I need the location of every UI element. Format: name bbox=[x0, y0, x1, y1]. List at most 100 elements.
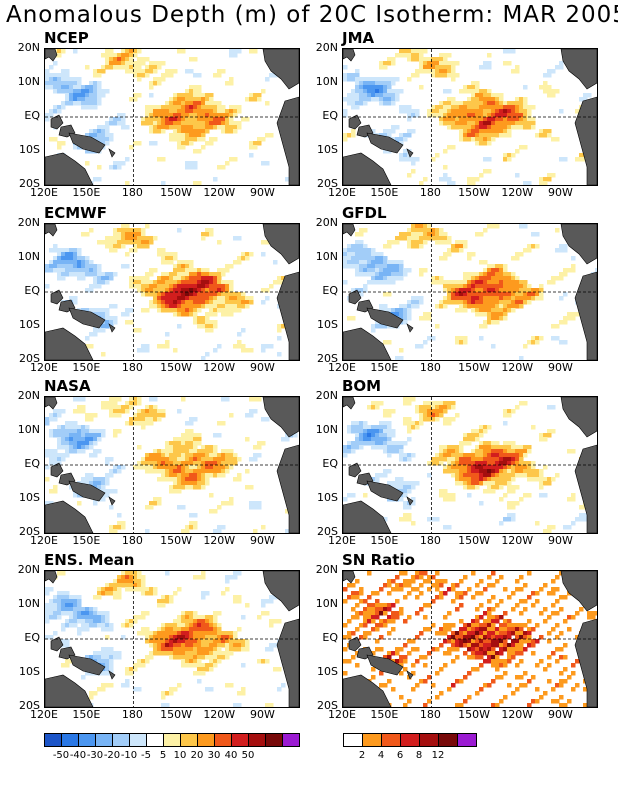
land-mass bbox=[262, 49, 299, 90]
land-mass bbox=[276, 618, 299, 707]
map-plot bbox=[342, 48, 598, 186]
x-tick-label: 120W bbox=[501, 534, 534, 547]
land-mass bbox=[348, 636, 362, 652]
land-mass bbox=[560, 224, 597, 265]
land-mass bbox=[343, 49, 356, 62]
colorbar-swatch bbox=[164, 734, 181, 746]
x-tick-label: 150W bbox=[160, 534, 193, 547]
x-tick-label: 120W bbox=[501, 186, 534, 199]
x-tick-label: 150W bbox=[160, 361, 193, 374]
colorbar-swatch bbox=[420, 734, 439, 746]
x-tick-label: 180 bbox=[121, 186, 143, 199]
y-tick-label: 10N bbox=[17, 597, 40, 610]
x-tick-label: 150E bbox=[370, 708, 399, 721]
y-tick-label: 20N bbox=[17, 41, 40, 54]
y-tick-label: 20S bbox=[19, 699, 40, 712]
x-tick-label: 90W bbox=[250, 361, 275, 374]
map-plot bbox=[44, 396, 300, 534]
colorbar-label: -20 bbox=[103, 750, 121, 761]
land-mass bbox=[560, 571, 597, 612]
land-mass bbox=[262, 224, 299, 265]
map-panel: NASA 20N 10N EQ 10S 20S 120E 150E 180 150W 120W 90W bbox=[0, 377, 300, 558]
y-tick-label: 10S bbox=[19, 491, 40, 504]
x-tick-label: 90W bbox=[548, 534, 573, 547]
x-tick-label: 90W bbox=[250, 186, 275, 199]
x-tick-label: 90W bbox=[548, 361, 573, 374]
map-panel: ENS. Mean 20N 10N EQ 10S 20S 120E 150E 180 150W 12… bbox=[0, 551, 300, 732]
y-tick-label: EQ bbox=[24, 457, 40, 470]
map-plot bbox=[342, 223, 598, 361]
panel-title: JMA bbox=[342, 29, 375, 47]
land-mass bbox=[50, 636, 64, 652]
x-tick-label: 180 bbox=[121, 708, 143, 721]
colorbar-label: 40 bbox=[224, 750, 238, 761]
contour-field bbox=[45, 49, 299, 185]
panel-title: SN Ratio bbox=[342, 551, 415, 569]
colorbar-label: 5 bbox=[159, 750, 167, 761]
x-tick-label: 180 bbox=[419, 534, 441, 547]
contour-field bbox=[45, 571, 299, 707]
colorbar-swatch bbox=[458, 734, 476, 746]
land-mass bbox=[45, 397, 58, 410]
panel-title: NASA bbox=[44, 377, 91, 395]
colorbar-swatch bbox=[130, 734, 147, 746]
land-mass bbox=[276, 444, 299, 533]
y-tick-label: 10S bbox=[317, 491, 338, 504]
x-tick-label: 90W bbox=[250, 708, 275, 721]
x-tick-label: 120W bbox=[203, 534, 236, 547]
land-mass bbox=[348, 462, 362, 478]
y-tick-label: 20N bbox=[17, 563, 40, 576]
y-tick-label: EQ bbox=[24, 631, 40, 644]
land-mass bbox=[406, 670, 414, 680]
y-tick-label: 10S bbox=[19, 318, 40, 331]
y-tick-label: 20N bbox=[315, 216, 338, 229]
colorbar-swatch bbox=[344, 734, 363, 746]
y-tick-label: 10S bbox=[317, 318, 338, 331]
colorbar-label: -10 bbox=[120, 750, 138, 761]
colorbar-swatch bbox=[181, 734, 198, 746]
colorbar-swatch bbox=[249, 734, 266, 746]
y-tick-label: 10S bbox=[19, 665, 40, 678]
colorbar-swatch bbox=[45, 734, 62, 746]
land-mass bbox=[366, 307, 404, 329]
land-mass bbox=[45, 152, 94, 185]
land-mass bbox=[366, 132, 404, 154]
x-tick-label: 180 bbox=[419, 186, 441, 199]
land-mass bbox=[366, 654, 404, 676]
colorbar-label: 10 bbox=[173, 750, 187, 761]
land-mass bbox=[574, 444, 597, 533]
y-tick-label: EQ bbox=[322, 284, 338, 297]
y-tick-label: 20N bbox=[17, 216, 40, 229]
colorbar-swatch bbox=[147, 734, 164, 746]
x-tick-label: 120E bbox=[328, 361, 356, 374]
map-panel: NCEP 20N 10N EQ 10S 20S 120E 150E 180 150W 120W 90W bbox=[0, 29, 300, 210]
land-mass bbox=[108, 670, 116, 680]
x-tick-label: 120E bbox=[328, 186, 356, 199]
land-mass bbox=[45, 224, 58, 237]
y-tick-label: EQ bbox=[24, 284, 40, 297]
colorbar-swatch bbox=[198, 734, 215, 746]
colorbar-swatch bbox=[62, 734, 79, 746]
x-tick-label: 120E bbox=[30, 361, 58, 374]
land-mass bbox=[50, 462, 64, 478]
map-panel: SN Ratio 20N 10N EQ 10S 20S 120E 150E 180 150W 120… bbox=[298, 551, 598, 732]
map-panel: ECMWF 20N 10N EQ 10S 20S 120E 150E 180 150W 120W 90… bbox=[0, 204, 300, 385]
colorbar-swatch bbox=[113, 734, 130, 746]
x-tick-label: 180 bbox=[121, 534, 143, 547]
x-tick-label: 120W bbox=[203, 708, 236, 721]
map-plot bbox=[342, 396, 598, 534]
land-mass bbox=[68, 654, 106, 676]
contour-field bbox=[343, 397, 597, 533]
y-tick-label: 20S bbox=[317, 177, 338, 190]
land-mass bbox=[560, 397, 597, 438]
land-mass bbox=[406, 323, 414, 333]
y-tick-label: EQ bbox=[24, 109, 40, 122]
land-mass bbox=[348, 114, 362, 130]
x-tick-label: 150E bbox=[370, 361, 399, 374]
colorbar-label: 12 bbox=[431, 750, 445, 761]
land-mass bbox=[574, 96, 597, 185]
map-plot bbox=[44, 223, 300, 361]
panel-title: ENS. Mean bbox=[44, 551, 135, 569]
y-tick-label: 10N bbox=[17, 423, 40, 436]
land-mass bbox=[262, 571, 299, 612]
